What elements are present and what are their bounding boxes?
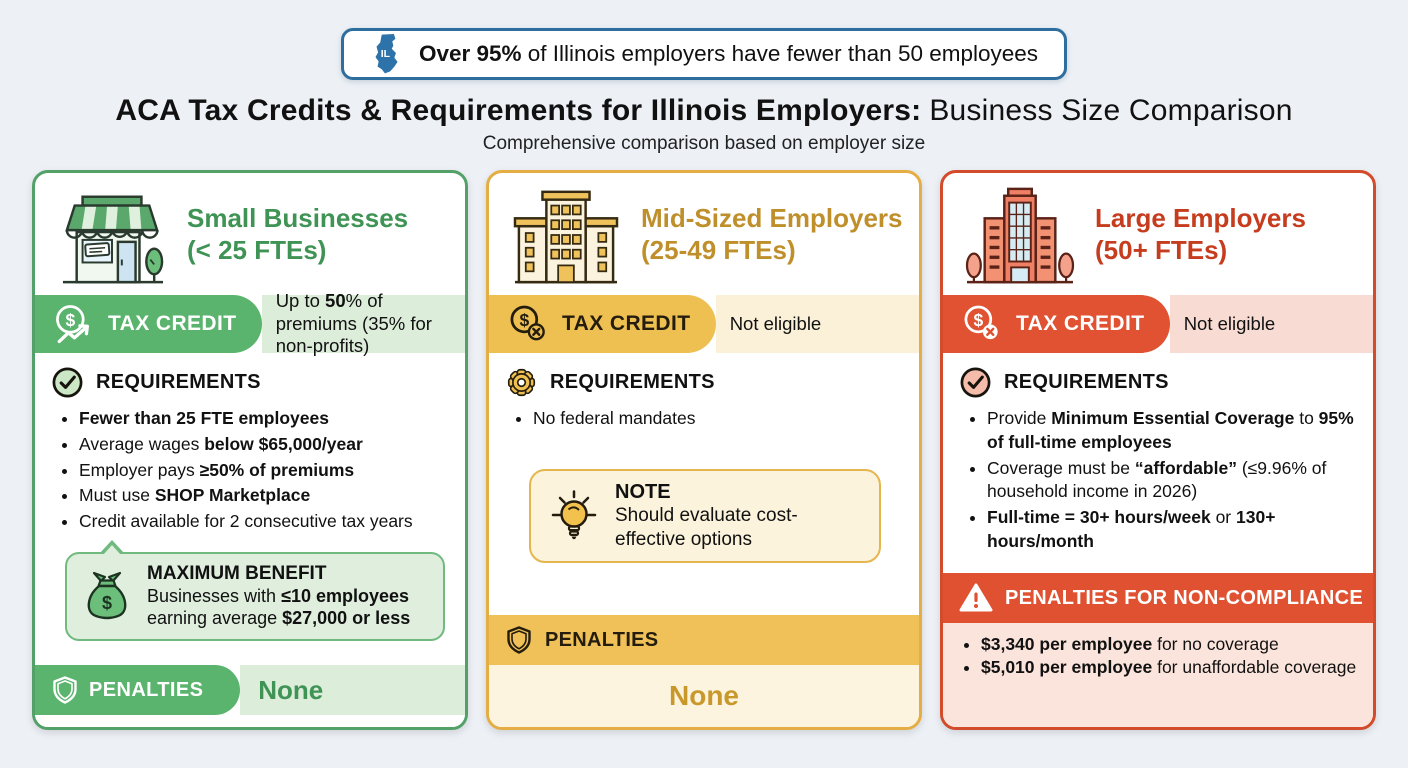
- penalties-label: PENALTIES: [89, 678, 204, 701]
- benefit-body: Businesses with ≤10 employees earning av…: [147, 585, 411, 629]
- requirement-item: Employer pays ≥50% of premiums: [79, 459, 449, 483]
- storefront-icon: [62, 195, 164, 284]
- stat-banner: IL Over 95% of Illinois employers have f…: [340, 28, 1068, 80]
- warning-triangle-icon: [959, 583, 993, 612]
- tax-credit-label: TAX CREDIT: [108, 312, 237, 335]
- tax-credit-badge: $ TAX CREDIT: [35, 295, 262, 353]
- maximum-benefit-callout: $ MAXIMUM BENEFIT Businesses with ≤10 em…: [65, 539, 445, 641]
- card-small-businesses: Small Businesses (< 25 FTEs) $ TAX CREDI…: [32, 170, 468, 730]
- card-mid-sized-employers: Mid-Sized Employers (25-49 FTEs) $ TAX C…: [486, 170, 922, 730]
- benefit-heading: MAXIMUM BENEFIT: [147, 562, 327, 584]
- spacer: [35, 715, 465, 727]
- shield-icon: [507, 626, 531, 654]
- requirements-heading: REQUIREMENTS: [959, 366, 1357, 399]
- illinois-state-icon: IL: [375, 34, 398, 74]
- svg-text:$: $: [519, 310, 529, 330]
- lightbulb-icon: [551, 490, 597, 540]
- page-title: ACA Tax Credits & Requirements for Illin…: [0, 94, 1408, 128]
- requirement-item: Coverage must be “affordable” (≤9.96% of…: [987, 457, 1357, 505]
- card-large-tax-credit-row: $ TAX CREDIT Not eligible: [943, 295, 1373, 353]
- penalties-detail: $3,340 per employee for no coverage $5,0…: [943, 623, 1373, 727]
- tax-credit-label: TAX CREDIT: [1016, 312, 1145, 335]
- requirements-heading: REQUIREMENTS: [505, 366, 903, 399]
- penalties-band: PENALTIES FOR NON-COMPLIANCE: [943, 573, 1373, 623]
- dollar-growth-icon: $: [56, 305, 89, 344]
- penalties-badge: PENALTIES: [35, 665, 241, 715]
- tax-credit-badge: $ TAX CREDIT: [943, 295, 1170, 353]
- note-heading: NOTE: [615, 480, 671, 503]
- banner-text: Over 95% of Illinois employers have fewe…: [418, 41, 1039, 66]
- card-mid-tax-credit-row: $ TAX CREDIT Not eligible: [489, 295, 919, 353]
- dollar-crossed-icon: $: [510, 305, 545, 341]
- card-mid-header: Mid-Sized Employers (25-49 FTEs): [489, 173, 919, 295]
- penalties-value: None: [240, 665, 465, 715]
- check-circle-icon: [52, 367, 83, 398]
- requirements-list: No federal mandates: [511, 407, 903, 433]
- card-small-title: Small Businesses (< 25 FTEs): [187, 203, 409, 265]
- requirements-heading: REQUIREMENTS: [51, 366, 449, 399]
- penalties-value: None: [489, 665, 919, 727]
- penalties-band: PENALTIES: [489, 615, 919, 665]
- requirements-list: Provide Minimum Essential Coverage to 95…: [965, 407, 1357, 556]
- requirement-item: No federal mandates: [533, 407, 903, 431]
- penalties-label: PENALTIES FOR NON-COMPLIANCE: [1005, 586, 1364, 609]
- requirement-item: Average wages below $65,000/year: [79, 433, 449, 457]
- card-large-employers: Large Employers (50+ FTEs) $ TAX CREDIT …: [940, 170, 1376, 730]
- money-bag-icon: $: [87, 572, 127, 620]
- penalties-label: PENALTIES: [545, 628, 659, 651]
- page-title-bold: ACA Tax Credits & Requirements for Illin…: [115, 94, 922, 127]
- svg-text:$: $: [102, 593, 112, 613]
- tax-credit-value: Not eligible: [715, 295, 919, 353]
- state-abbr-label: IL: [381, 48, 391, 60]
- penalties-row: PENALTIES None: [35, 665, 465, 715]
- page-title-regular: Business Size Comparison: [929, 94, 1293, 127]
- office-building-icon: [513, 190, 619, 284]
- tax-credit-value: Up to 50% of premiums (35% for non-profi…: [261, 290, 465, 356]
- note-body: Should evaluate cost-effective options: [615, 504, 798, 550]
- requirement-item: Must use SHOP Marketplace: [79, 484, 449, 508]
- svg-text:$: $: [973, 310, 983, 330]
- tax-credit-label: TAX CREDIT: [562, 312, 691, 335]
- requirement-item: Fewer than 25 FTE employees: [79, 407, 449, 431]
- svg-text:$: $: [65, 310, 75, 330]
- dollar-crossed-icon: $: [964, 305, 998, 340]
- card-large-header: Large Employers (50+ FTEs): [943, 173, 1373, 295]
- requirements-list: Fewer than 25 FTE employees Average wage…: [57, 407, 449, 536]
- gear-icon: [507, 368, 536, 397]
- penalty-item: $3,340 per employee for no coverage: [981, 633, 1359, 656]
- penalty-item: $5,010 per employee for unaffordable cov…: [981, 656, 1359, 679]
- tax-credit-value: Not eligible: [1169, 295, 1373, 353]
- tax-credit-badge: $ TAX CREDIT: [489, 295, 716, 353]
- requirement-item: Credit available for 2 consecutive tax y…: [79, 510, 449, 534]
- penalties-list: $3,340 per employee for no coverage $5,0…: [961, 633, 1359, 680]
- card-mid-title: Mid-Sized Employers (25-49 FTEs): [641, 203, 903, 265]
- requirement-item: Full-time = 30+ hours/week or 130+ hours…: [987, 506, 1357, 554]
- shield-icon: [53, 676, 77, 704]
- card-small-header: Small Businesses (< 25 FTEs): [35, 173, 465, 295]
- card-large-title: Large Employers (50+ FTEs): [1095, 203, 1306, 265]
- requirement-item: Provide Minimum Essential Coverage to 95…: [987, 407, 1357, 455]
- check-circle-icon: [960, 367, 991, 398]
- note-callout: NOTE Should evaluate cost-effective opti…: [529, 468, 881, 564]
- page-subtitle: Comprehensive comparison based on employ…: [482, 133, 926, 154]
- skyscraper-icon: [965, 187, 1075, 284]
- card-small-tax-credit-row: $ TAX CREDIT Up to 50% of premiums (35% …: [35, 290, 465, 356]
